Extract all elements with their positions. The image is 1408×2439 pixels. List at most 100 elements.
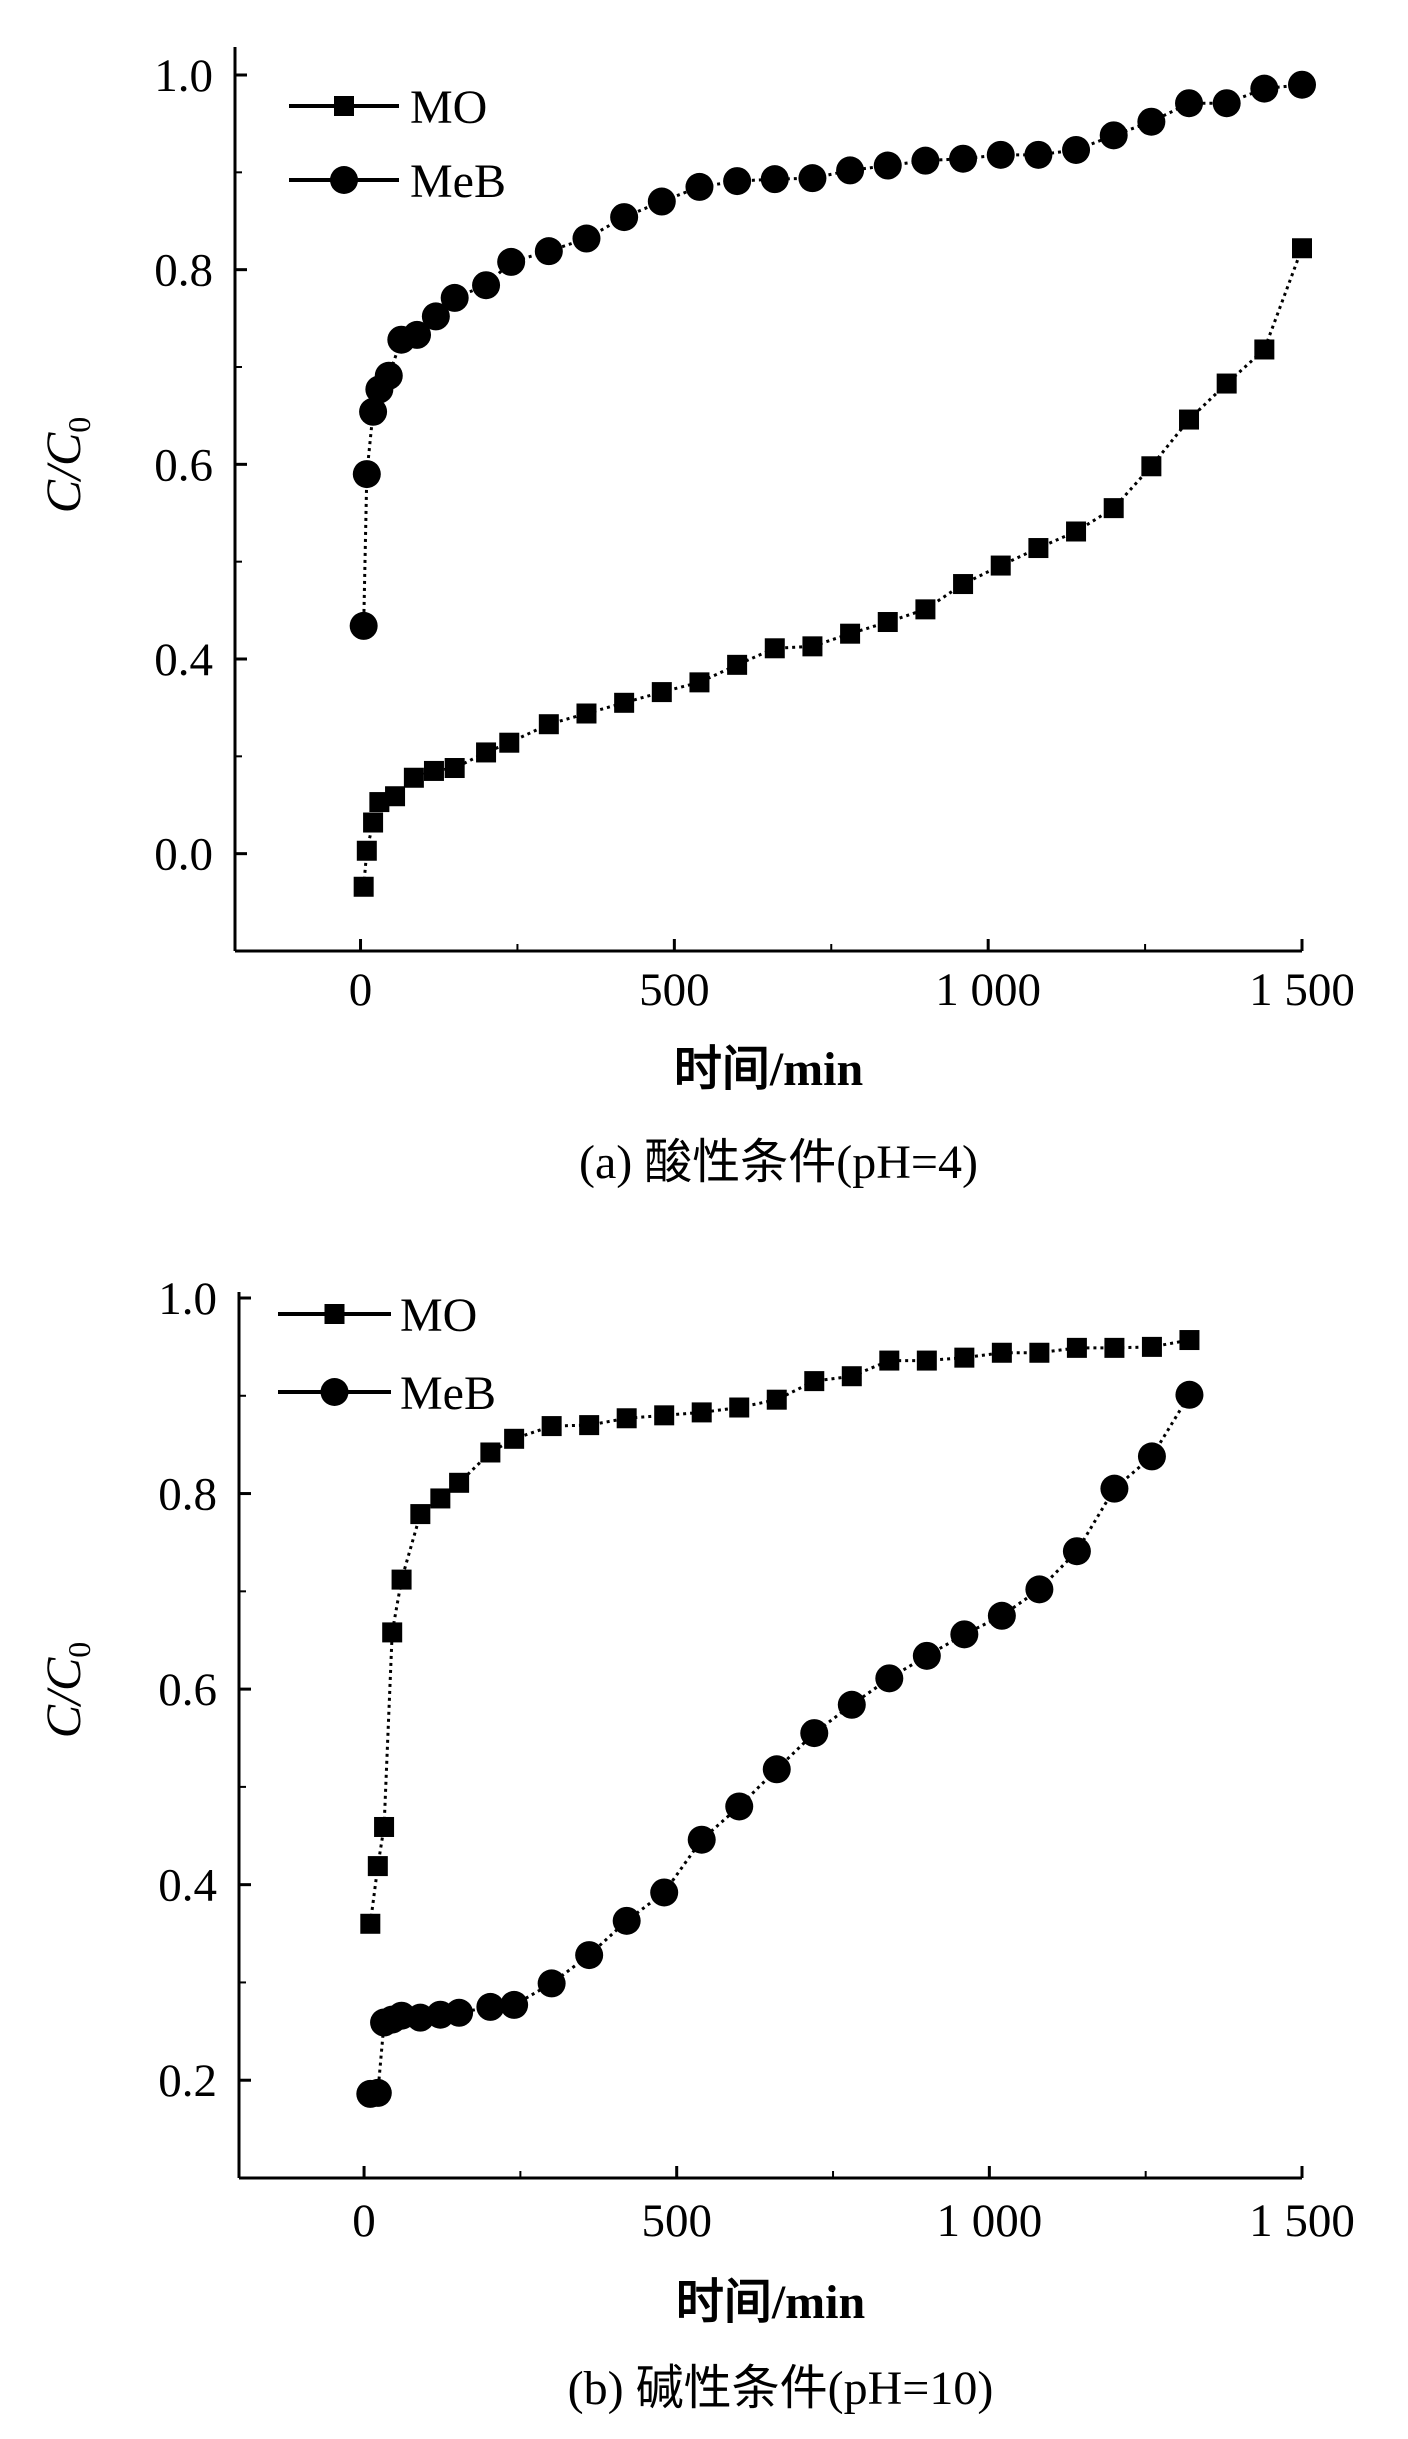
y-tick-label: 1.0 (158, 1273, 217, 1325)
data-point-meb (873, 151, 902, 180)
data-point-mo (1104, 1337, 1125, 1358)
series-line (370, 1394, 1191, 2096)
data-point-mo (840, 623, 861, 644)
data-point-mo (766, 1389, 787, 1410)
data-point-meb (1175, 1380, 1204, 1409)
legend-label: MO (400, 1289, 477, 1342)
data-point-meb (1137, 1442, 1166, 1471)
y-tick-label: 0.8 (158, 1469, 217, 1521)
data-point-meb (1137, 107, 1166, 136)
data-point-mo (1029, 1342, 1050, 1363)
legend-label: MO (410, 81, 487, 134)
data-point-meb (363, 2078, 392, 2107)
data-point-meb (987, 1601, 1016, 1630)
data-point-meb (949, 144, 978, 173)
data-point-mo (476, 742, 497, 763)
data-point-meb (836, 156, 865, 185)
data-point-meb (912, 1641, 941, 1670)
data-point-meb (723, 167, 752, 196)
data-point-mo (410, 1504, 431, 1525)
data-point-meb (1175, 89, 1204, 118)
data-point-mo (367, 1856, 388, 1877)
data-point-mo (804, 1371, 825, 1392)
x-tick-label: 0 (349, 964, 373, 1016)
data-point-meb (1062, 1537, 1091, 1566)
series-mo (353, 238, 1312, 897)
x-tick-label: 1 500 (1249, 2195, 1355, 2247)
data-point-meb (837, 1690, 866, 1719)
data-point-mo (691, 1402, 712, 1423)
y-tick-label: 0.4 (158, 1860, 217, 1912)
data-point-meb (650, 1878, 679, 1907)
y-axis-label-subscript: 0 (61, 417, 97, 433)
data-point-meb (762, 1755, 791, 1784)
x-tick-label: 500 (641, 2195, 712, 2247)
data-point-mo (360, 1913, 381, 1934)
y-axis-label: C/C0 (35, 1642, 97, 1739)
data-point-meb (1025, 1575, 1054, 1604)
legend-item-mo: MO (289, 81, 487, 134)
data-point-meb (374, 361, 403, 390)
data-point-mo (954, 1347, 975, 1368)
x-axis-label: 时间/min (674, 1043, 863, 1096)
data-point-meb (1288, 70, 1316, 99)
legend-item-mo: MO (278, 1289, 477, 1342)
data-point-mo (369, 792, 390, 813)
y-tick-label: 0.2 (158, 2055, 217, 2107)
data-point-meb (950, 1620, 979, 1649)
legend-marker (320, 1378, 349, 1406)
legend-marker (330, 166, 358, 194)
data-point-meb (1099, 121, 1128, 150)
data-point-mo (1066, 521, 1087, 542)
data-point-meb (685, 172, 714, 201)
data-point-mo (541, 1416, 562, 1437)
series-line (362, 247, 1304, 887)
chart-caption: (b) 碱性条件(pH=10) (568, 2362, 994, 2415)
y-tick-label: 0.6 (158, 1664, 217, 1716)
x-tick-label: 1 500 (1249, 964, 1355, 1016)
data-point-mo (444, 758, 465, 779)
data-point-mo (391, 1569, 412, 1590)
data-point-mo (729, 1397, 750, 1418)
data-point-mo (879, 1350, 900, 1371)
data-point-meb (798, 164, 827, 193)
data-point-meb (800, 1719, 829, 1748)
legend-label: MeB (400, 1367, 496, 1420)
data-point-mo (727, 654, 748, 675)
data-point-mo (1141, 456, 1162, 477)
data-point-mo (877, 612, 898, 633)
x-tick-label: 0 (352, 2195, 376, 2247)
data-point-mo (356, 840, 377, 861)
data-point-mo (953, 574, 974, 595)
y-tick-label: 0.8 (154, 245, 213, 297)
legend-marker (324, 1304, 345, 1324)
data-point-meb (359, 397, 388, 426)
data-point-meb (572, 224, 601, 253)
data-point-mo (651, 682, 672, 703)
data-point-mo (764, 638, 785, 659)
data-point-meb (575, 1941, 604, 1970)
data-point-mo (1066, 1337, 1087, 1358)
data-point-meb (612, 1906, 641, 1935)
data-point-mo (538, 714, 559, 735)
data-point-mo (991, 1342, 1012, 1363)
data-point-meb (647, 187, 676, 216)
chart-caption: (a) 酸性条件(pH=4) (579, 1136, 978, 1189)
data-point-meb (472, 271, 501, 300)
data-point-mo (916, 1350, 937, 1371)
x-tick-label: 1 000 (936, 2195, 1042, 2247)
x-tick-label: 500 (639, 964, 710, 1016)
chart-a: 0.00.40.60.81.00 500 1 000 1 500时间/minC/C0(… (35, 47, 1355, 1189)
data-point-mo (990, 555, 1011, 576)
series-line (368, 1338, 1190, 1924)
data-point-mo (382, 1622, 403, 1643)
y-axis-label-main: C/C (35, 432, 91, 513)
y-tick-label: 0.6 (154, 439, 213, 491)
data-point-mo (1028, 538, 1049, 559)
data-point-meb (352, 460, 381, 489)
data-point-meb (403, 320, 432, 349)
data-point-mo (689, 672, 710, 693)
data-point-meb (500, 1990, 529, 2019)
data-point-meb (1062, 135, 1091, 164)
